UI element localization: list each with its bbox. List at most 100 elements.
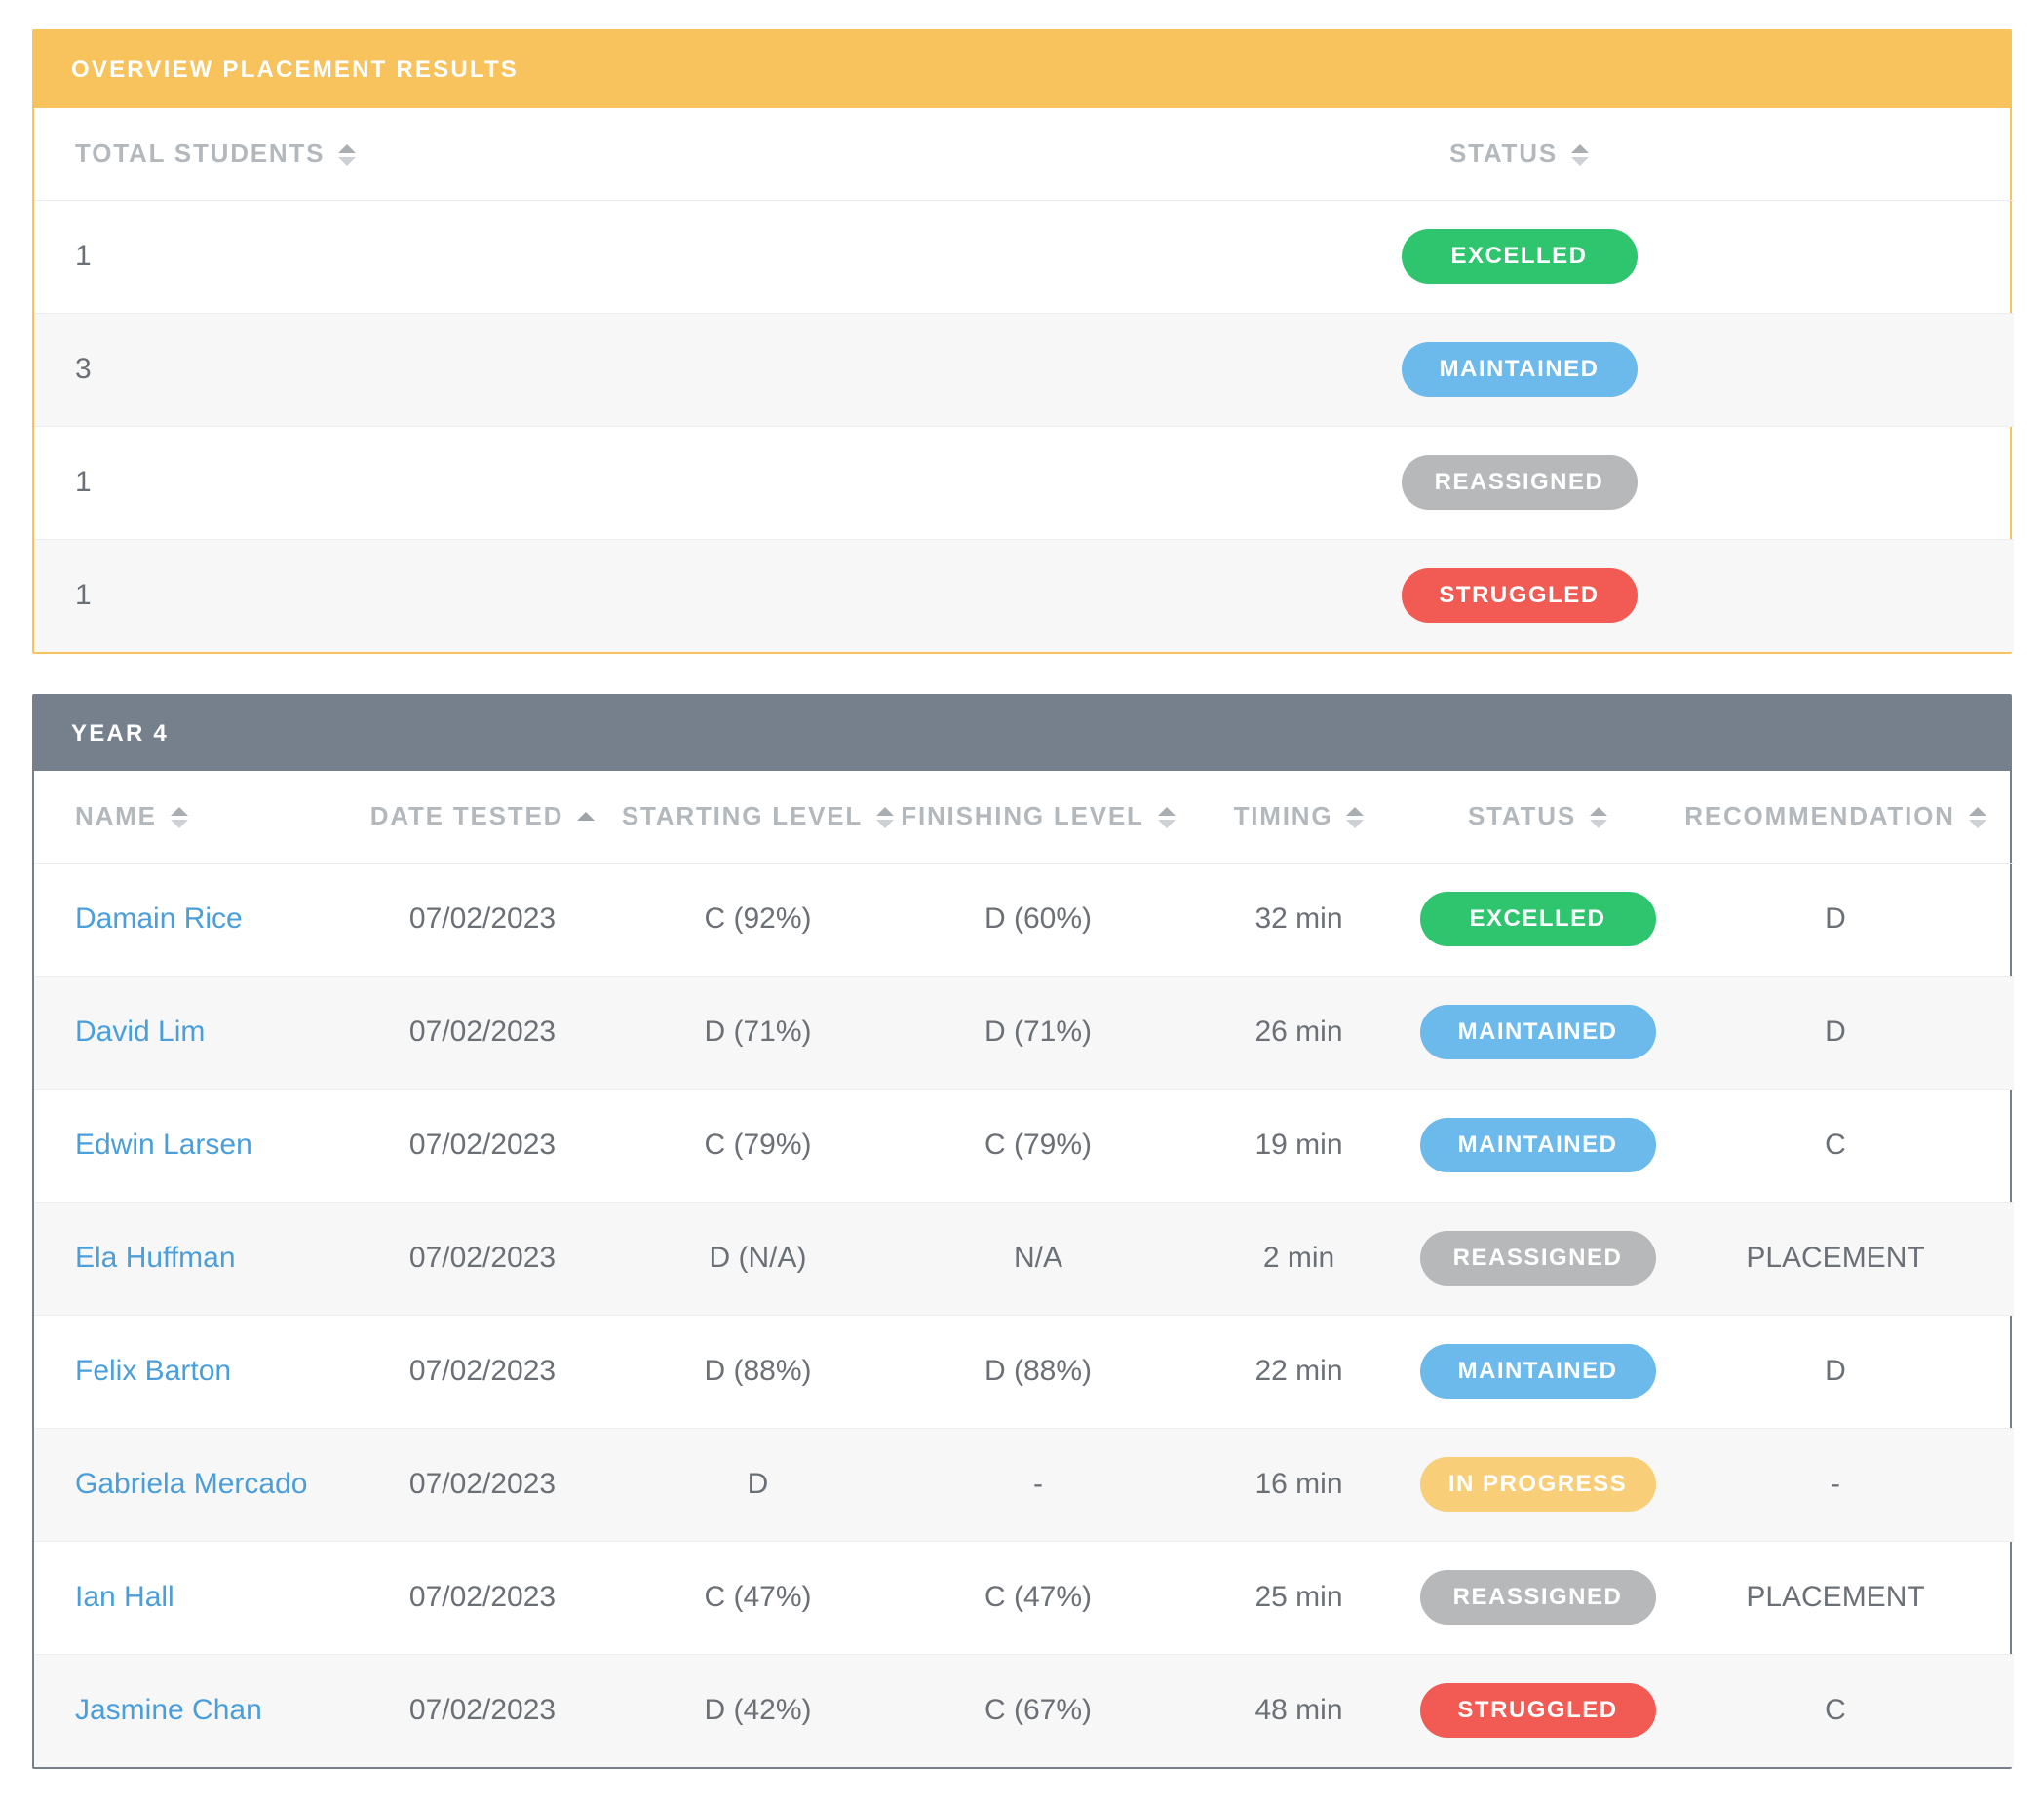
date-tested-cell: 07/02/2023 [408, 1355, 557, 1387]
date-tested-cell: 07/02/2023 [408, 1581, 557, 1613]
col-status-label: STATUS [1468, 801, 1576, 831]
overview-card-header: OVERVIEW PLACEMENT RESULTS [34, 31, 2010, 108]
sort-icon [1346, 807, 1365, 829]
col-name[interactable]: NAME [34, 771, 346, 863]
finishing-level-cell: D (71%) [983, 1016, 1093, 1048]
col-timing-label: TIMING [1233, 801, 1333, 831]
overview-row-struggled: 1 STRUGGLED [34, 539, 2014, 652]
recommendation-cell: - [1831, 1468, 1840, 1500]
status-badge-maintained: MAINTAINED [1401, 342, 1638, 397]
recommendation-cell: PLACEMENT [1746, 1242, 1925, 1274]
timing-cell: 25 min [1254, 1581, 1343, 1613]
recommendation-cell: C [1825, 1129, 1846, 1161]
student-name-link[interactable]: Edwin Larsen [75, 1129, 252, 1161]
student-row: Gabriela Mercado 07/02/2023 D - 16 min I… [34, 1428, 2014, 1541]
overview-row-excelled: 1 EXCELLED [34, 200, 2014, 313]
overview-col-total-students[interactable]: TOTAL STUDENTS [34, 108, 1024, 200]
finishing-level-cell: - [1033, 1468, 1043, 1500]
starting-level-cell: C (92%) [704, 902, 812, 935]
overview-row-reassigned: 1 REASSIGNED [34, 426, 2014, 539]
overview-col-status[interactable]: STATUS [1024, 108, 2014, 200]
timing-cell: 48 min [1254, 1694, 1343, 1727]
sort-asc-icon [577, 811, 596, 825]
col-starting-level[interactable]: STARTING LEVEL [619, 771, 897, 863]
starting-level-cell: C (79%) [704, 1129, 812, 1161]
student-name-link[interactable]: Damain Rice [75, 902, 243, 935]
starting-level-cell: C (47%) [704, 1581, 812, 1613]
year-4-header-row: NAME DATE TESTED STARTING LEVEL FINISHIN… [34, 771, 2014, 863]
recommendation-cell: D [1825, 1355, 1846, 1387]
status-badge: MAINTAINED [1419, 1005, 1656, 1059]
date-tested-cell: 07/02/2023 [408, 1129, 557, 1161]
overview-table: TOTAL STUDENTS STATUS 1 EXCELLED 3 MAINT… [34, 108, 2014, 652]
date-tested-cell: 07/02/2023 [408, 1016, 557, 1048]
sort-icon [1570, 144, 1589, 167]
finishing-level-cell: C (67%) [983, 1694, 1093, 1727]
overview-row-maintained: 3 MAINTAINED [34, 313, 2014, 426]
recommendation-cell: D [1825, 902, 1846, 935]
date-tested-cell: 07/02/2023 [408, 1242, 557, 1274]
sort-icon [876, 807, 895, 829]
student-name-link[interactable]: Gabriela Mercado [75, 1468, 308, 1500]
status-badge: IN PROGRESS [1419, 1457, 1656, 1512]
col-name-label: NAME [75, 801, 157, 831]
student-name-link[interactable]: Ian Hall [75, 1581, 174, 1613]
timing-cell: 22 min [1254, 1355, 1343, 1387]
overview-card-title: OVERVIEW PLACEMENT RESULTS [71, 56, 520, 83]
recommendation-cell: PLACEMENT [1746, 1581, 1925, 1613]
col-finishing-level-label: FINISHING LEVEL [901, 801, 1144, 831]
sort-icon [338, 144, 357, 167]
student-name-link[interactable]: Felix Barton [75, 1355, 232, 1387]
sort-icon [1157, 807, 1176, 829]
timing-cell: 26 min [1254, 1016, 1343, 1048]
starting-level-cell: D (88%) [704, 1355, 812, 1387]
col-recommendation-label: RECOMMENDATION [1684, 801, 1955, 831]
col-date-tested[interactable]: DATE TESTED [346, 771, 619, 863]
status-badge-excelled: EXCELLED [1401, 229, 1638, 284]
col-date-tested-label: DATE TESTED [369, 801, 564, 831]
timing-cell: 19 min [1254, 1129, 1343, 1161]
timing-cell: 32 min [1254, 902, 1343, 935]
status-badge-struggled: STRUGGLED [1401, 568, 1638, 624]
col-status[interactable]: STATUS [1418, 771, 1657, 863]
year-4-table: NAME DATE TESTED STARTING LEVEL FINISHIN… [34, 771, 2014, 1767]
date-tested-cell: 07/02/2023 [408, 1694, 557, 1727]
starting-level-cell: D (71%) [704, 1016, 812, 1048]
student-row: Jasmine Chan 07/02/2023 D (42%) C (67%) … [34, 1654, 2014, 1767]
total-students-value: 3 [75, 353, 92, 385]
student-name-link[interactable]: David Lim [75, 1016, 206, 1048]
col-finishing-level[interactable]: FINISHING LEVEL [897, 771, 1179, 863]
finishing-level-cell: C (79%) [983, 1129, 1093, 1161]
date-tested-cell: 07/02/2023 [408, 902, 557, 935]
status-badge: STRUGGLED [1419, 1683, 1656, 1739]
year-4-card: YEAR 4 NAME DATE TESTED STARTING LEVEL [32, 694, 2014, 1769]
finishing-level-cell: N/A [1013, 1242, 1062, 1274]
sort-icon [170, 807, 188, 829]
col-timing[interactable]: TIMING [1179, 771, 1418, 863]
status-badge: REASSIGNED [1419, 1231, 1656, 1286]
timing-cell: 16 min [1254, 1468, 1343, 1500]
year-4-card-header: YEAR 4 [34, 696, 2010, 771]
student-row: Felix Barton 07/02/2023 D (88%) D (88%) … [34, 1315, 2014, 1428]
overview-header-row: TOTAL STUDENTS STATUS [34, 108, 2014, 200]
recommendation-cell: C [1825, 1694, 1846, 1727]
overview-col-status-label: STATUS [1449, 138, 1558, 169]
timing-cell: 2 min [1262, 1242, 1335, 1274]
finishing-level-cell: C (47%) [983, 1581, 1093, 1613]
student-row: Damain Rice 07/02/2023 C (92%) D (60%) 3… [34, 863, 2014, 976]
status-badge: MAINTAINED [1419, 1344, 1656, 1399]
student-name-link[interactable]: Jasmine Chan [75, 1694, 262, 1727]
status-badge: REASSIGNED [1419, 1570, 1656, 1625]
col-recommendation[interactable]: RECOMMENDATION [1657, 771, 2014, 863]
finishing-level-cell: D (60%) [983, 902, 1093, 935]
starting-level-cell: D (42%) [704, 1694, 812, 1727]
year-4-card-title: YEAR 4 [71, 719, 169, 747]
recommendation-cell: D [1825, 1016, 1846, 1048]
status-badge-reassigned: REASSIGNED [1401, 455, 1638, 510]
sort-icon [1968, 807, 1986, 829]
sort-icon [1589, 807, 1607, 829]
student-name-link[interactable]: Ela Huffman [75, 1242, 236, 1274]
date-tested-cell: 07/02/2023 [408, 1468, 557, 1500]
finishing-level-cell: D (88%) [983, 1355, 1093, 1387]
